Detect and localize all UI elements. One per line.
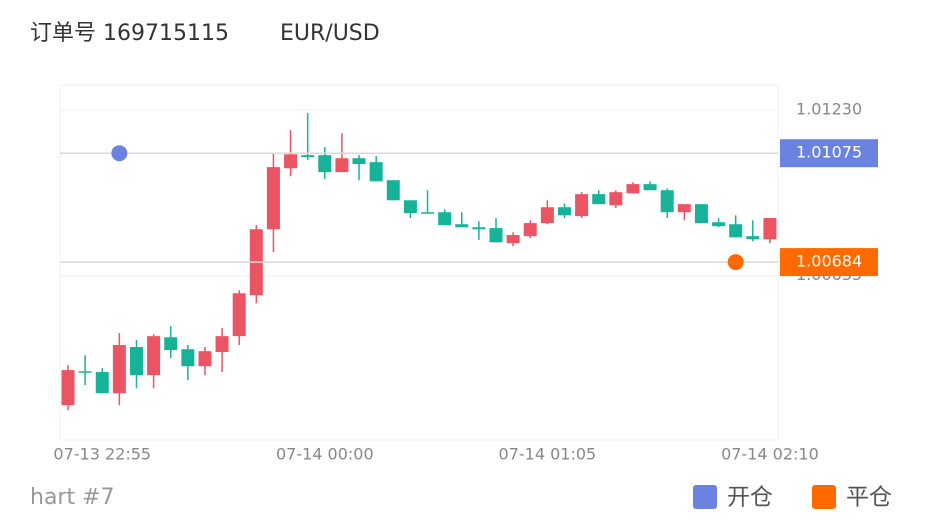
price-label: 1.01075	[796, 143, 862, 162]
candle-body	[181, 349, 195, 367]
symbol: EUR/USD	[280, 21, 380, 46]
marker-dot	[727, 254, 744, 271]
candle-body	[284, 154, 298, 169]
candle-body	[540, 207, 554, 224]
legend-swatch	[693, 485, 717, 509]
candle-body	[301, 155, 315, 158]
candle-body	[472, 227, 486, 230]
candle-body	[147, 336, 161, 376]
candle-body	[489, 228, 503, 243]
legend-label: 开仓	[727, 485, 773, 511]
price-label-box	[780, 139, 878, 168]
x-tick-label: 07-14 00:00	[276, 445, 374, 464]
candle-body	[712, 222, 726, 227]
marker-dot	[111, 145, 128, 162]
price-label-box	[780, 248, 878, 277]
candle-body	[421, 212, 435, 214]
candle-body	[352, 158, 366, 165]
candle-body	[403, 200, 417, 214]
candle-body	[129, 347, 143, 376]
candle-body	[61, 370, 75, 406]
candle-body	[626, 184, 640, 194]
candle-body	[95, 372, 109, 394]
candle-body	[386, 180, 400, 201]
candle-body	[232, 293, 246, 337]
candle-body	[506, 235, 520, 244]
price-label: 1.00684	[796, 252, 862, 271]
candle-body	[763, 218, 777, 240]
candle-body	[523, 223, 537, 237]
candle-body	[318, 155, 332, 173]
footer-label: hart #7	[30, 485, 115, 510]
candle-body	[643, 184, 657, 191]
x-tick-label: 07-14 02:10	[721, 445, 819, 464]
candle-body	[438, 212, 452, 226]
candle-body	[266, 167, 280, 230]
candle-body	[660, 190, 674, 213]
candle-body	[609, 192, 623, 206]
candle-body	[78, 371, 92, 373]
candle-body	[215, 336, 229, 353]
candle-body	[557, 207, 571, 216]
y-tick-label: 1.01230	[796, 100, 862, 119]
candle-body	[455, 224, 469, 228]
candle-body	[694, 204, 708, 224]
candle-body	[164, 337, 178, 351]
candle-body	[198, 351, 212, 367]
order-number: 订单号 169715115	[30, 21, 229, 46]
x-tick-label: 07-14 01:05	[499, 445, 597, 464]
candle-body	[746, 236, 760, 240]
candle-body	[369, 162, 383, 182]
candle-body	[112, 345, 126, 394]
candle-body	[592, 194, 606, 205]
legend-label: 平仓	[846, 485, 892, 511]
candle-body	[729, 224, 743, 238]
candle-body	[575, 194, 589, 217]
x-tick-label: 07-13 22:55	[53, 445, 151, 464]
candle-body	[677, 204, 691, 213]
legend-swatch	[812, 485, 836, 509]
candle-body	[335, 158, 349, 173]
